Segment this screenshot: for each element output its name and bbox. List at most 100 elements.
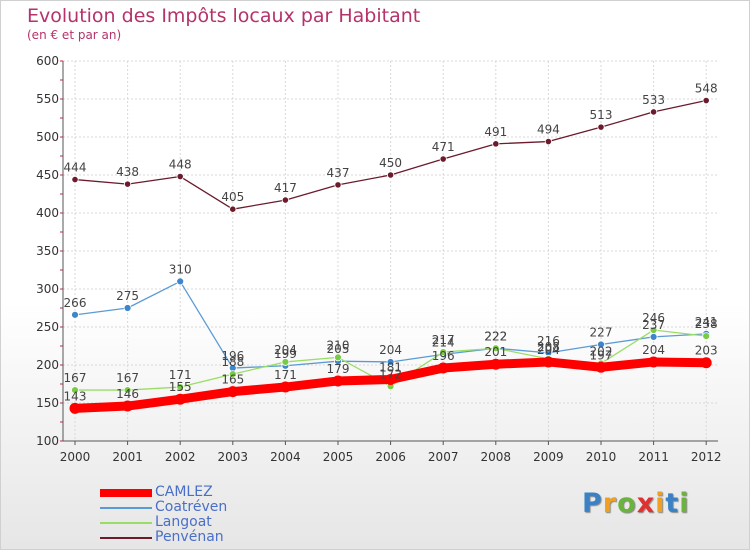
y-tick-label: 250 [36,320,59,334]
x-tick-label: 2003 [218,450,249,464]
chart-title: Evolution des Impôts locaux par Habitant [27,5,421,27]
data-point-langoat [334,353,342,362]
y-tick-label: 500 [36,130,59,144]
data-label-langoat: 202 [590,344,613,358]
data-label-penvenan: 417 [274,181,297,195]
data-point-camlez [332,375,344,387]
logo-letter: x [636,488,656,519]
data-label-penvenan: 513 [590,108,613,122]
data-label-langoat: 204 [274,343,297,357]
data-point-langoat [176,383,185,391]
data-point-coatreven [649,332,658,341]
data-point-coatreven [386,358,395,366]
data-label-penvenan: 444 [64,161,87,175]
data-point-langoat [649,326,658,334]
data-label-camlez: 203 [695,344,718,358]
data-point-coatreven [71,310,79,319]
data-point-penvenan [492,140,500,148]
data-label-camlez: 204 [642,343,665,357]
data-label-coatreven: 199 [274,347,297,361]
data-point-langoat [702,332,711,341]
data-point-penvenan [176,172,184,181]
data-label-coatreven: 214 [432,335,455,349]
data-label-coatreven: 241 [695,315,718,329]
data-label-langoat: 208 [537,340,560,354]
x-tick-label: 2006 [375,450,406,464]
data-label-penvenan: 494 [537,123,560,137]
data-point-penvenan [124,180,132,188]
x-tick-label: 2010 [586,450,617,464]
legend-swatch-coatreven [100,507,152,509]
logo-letter: i [655,488,666,519]
data-point-coatreven [123,304,132,312]
data-point-camlez [648,356,660,368]
legend-label-langoat: Langoat [155,514,212,530]
data-label-penvenan: 438 [116,165,139,179]
data-point-langoat [491,344,500,353]
data-point-langoat [439,348,448,356]
data-point-penvenan [281,196,289,204]
data-label-langoat: 172 [379,367,402,381]
data-point-camlez [490,358,502,370]
legend-swatch-langoat [100,522,152,524]
data-point-camlez [595,361,607,373]
data-point-camlez [69,402,81,414]
data-label-camlez: 146 [116,387,139,401]
data-label-langoat: 222 [484,329,507,343]
data-label-langoat: 238 [695,317,718,331]
data-label-camlez: 171 [274,368,297,382]
data-label-langoat: 167 [64,371,87,385]
data-label-coatreven: 237 [642,318,665,332]
logo-letter: i [679,488,690,519]
x-tick-label: 2001 [112,450,143,464]
data-label-penvenan: 491 [484,125,507,139]
logo-letter: t [665,488,680,519]
data-label-penvenan: 548 [695,82,718,96]
y-tick-label: 350 [36,244,59,258]
data-label-camlez: 197 [590,348,613,362]
data-point-penvenan [229,205,237,213]
y-tick-label: 200 [36,358,59,372]
data-label-coatreven: 227 [590,325,613,339]
data-label-langoat: 210 [327,338,350,352]
data-label-coatreven: 310 [169,262,192,276]
data-label-coatreven: 205 [327,342,350,356]
data-label-coatreven: 196 [221,349,244,363]
x-tick-label: 2009 [533,450,564,464]
proxiti-logo: Proxiti [582,488,690,519]
legend-label-coatreven: Coatréven [155,499,228,515]
data-point-coatreven [176,277,185,286]
legend-label-penvenan: Penvénan [155,529,224,545]
y-tick-label: 400 [36,206,59,220]
data-labels: 143 146 155 165 171 179 181 196 201 204 197 204 203 2… [64,82,718,404]
data-label-langoat: 217 [432,333,455,347]
data-point-camlez [122,400,134,412]
data-label-camlez: 201 [484,345,507,359]
x-tick-label: 2007 [428,450,459,464]
data-point-camlez [174,393,186,405]
data-point-penvenan [71,175,79,184]
data-point-penvenan [439,155,447,163]
x-tick-label: 2012 [691,450,722,464]
data-point-penvenan [544,137,553,146]
data-point-penvenan [597,123,605,131]
data-point-camlez [700,357,712,369]
data-point-camlez [385,373,397,385]
axes: 100 150 200 250 300 350 400 450 500 550 600 2000 200… [36,54,721,464]
y-tick-label: 150 [36,396,59,410]
y-tick-label: 300 [36,282,59,296]
data-label-langoat: 246 [642,311,665,325]
data-point-penvenan [334,181,342,189]
data-label-langoat: 188 [221,355,244,369]
chart-subtitle: (en € et par an) [27,28,122,42]
data-point-camlez [227,386,239,398]
legend-swatch-penvenan [100,537,152,539]
data-point-langoat [281,358,290,366]
y-tick-label: 550 [36,92,59,106]
data-point-camlez [279,381,291,393]
data-label-camlez: 204 [537,343,560,357]
data-label-camlez: 196 [432,349,455,363]
data-label-coatreven: 222 [484,329,507,343]
data-label-penvenan: 437 [327,166,350,180]
